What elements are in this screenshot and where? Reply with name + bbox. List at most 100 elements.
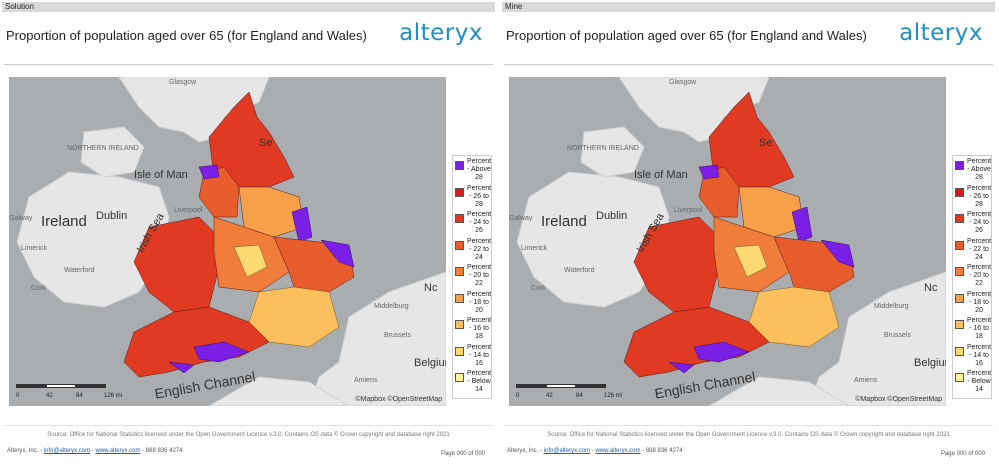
source-note: Source: Office for National Statistics l…	[547, 432, 950, 438]
footer-divider	[504, 425, 993, 426]
northern-ireland-landmass	[580, 126, 645, 178]
footer-phone: - 888 836 4274	[640, 448, 683, 454]
map-label-middelburg: Middelburg	[374, 303, 409, 310]
map-label-waterford: Waterford	[564, 267, 595, 274]
legend-item: Percent - 16 to 18	[454, 317, 492, 344]
legend-item: Percent - 18 to 20	[454, 290, 492, 318]
report-panel-solution: Solution Proportion of population aged o…	[0, 0, 497, 464]
legend-label: Percent - 20 to 22	[466, 264, 492, 287]
region-midlands-core	[233, 244, 268, 278]
region-southwest	[123, 306, 270, 378]
map-canvas	[9, 77, 446, 406]
legend-swatch	[455, 161, 464, 170]
panel-tab[interactable]: Solution	[2, 2, 495, 12]
map-label-cork: Cork	[31, 285, 46, 292]
map-attribution[interactable]: ©Mapbox ©OpenStreetMap	[855, 396, 942, 403]
website-link[interactable]: www.alteryx.com	[95, 448, 141, 454]
map-canvas	[509, 77, 946, 406]
legend-label: Percent - 24 to 26	[966, 211, 992, 234]
legend-label: Percent - 18 to 20	[966, 290, 992, 314]
legend-swatch	[455, 267, 464, 276]
legend-swatch	[455, 214, 464, 223]
map-label-cork: Cork	[531, 285, 546, 292]
map-label-limerick: Limerick	[521, 245, 548, 252]
email-link[interactable]: info@alteryx.com	[43, 448, 91, 454]
legend-swatch	[955, 187, 964, 197]
map-label-ne: Nc	[924, 282, 938, 294]
legend-label: Percent - 16 to 18	[966, 317, 992, 340]
england-wales-regions	[123, 91, 355, 378]
legend-swatch	[455, 320, 464, 329]
map-label-ne: Nc	[424, 282, 438, 294]
legend-item: Percent - Below 14	[954, 370, 992, 397]
scale-label: 42	[46, 393, 53, 399]
map-attribution[interactable]: ©Mapbox ©OpenStreetMap	[355, 396, 442, 403]
region-south-coast	[193, 341, 250, 363]
region-northwest	[198, 166, 240, 218]
legend-swatch	[955, 240, 964, 250]
map-label-brussels: Brussels	[884, 332, 911, 339]
map-label-brussels: Brussels	[384, 332, 411, 339]
legend-label: Percent - Above 28	[466, 158, 492, 181]
title-divider	[504, 64, 993, 65]
map-label-amiens: Amiens	[854, 377, 878, 384]
region-east-coast-south	[320, 239, 355, 268]
legend-item: Percent - 24 to 26	[954, 211, 992, 238]
scale-label: 42	[546, 393, 553, 399]
legend-swatch	[955, 373, 964, 382]
legend-label: Percent - 14 to 16	[966, 343, 992, 367]
map-label-limerick: Limerick	[21, 245, 48, 252]
region-cornwall	[668, 361, 695, 374]
footer-divider	[4, 425, 493, 426]
region-midlands-core	[733, 244, 768, 278]
map-legend: Percent - Above 28 Percent - 26 to 28 Pe…	[952, 155, 992, 399]
legend-item: Percent - Above 28	[954, 158, 991, 185]
map-scale-bar: 0 42 84 126 mi	[16, 384, 126, 399]
region-northwest	[698, 166, 740, 218]
legend-label: Percent - 22 to 24	[466, 237, 492, 261]
england-wales-regions	[623, 91, 855, 378]
legend-label: Percent - Below 14	[966, 370, 992, 393]
legend-label: Percent - 16 to 18	[466, 317, 492, 340]
choropleth-map[interactable]: Glasgow NORTHERN IRELAND Isle of Man Ire…	[9, 77, 446, 406]
email-link[interactable]: info@alteryx.com	[543, 448, 591, 454]
map-label-ireland: Ireland	[541, 213, 587, 230]
region-cornwall	[168, 361, 195, 374]
legend-swatch	[955, 161, 964, 170]
page-number: Page 000 of 000	[940, 451, 985, 457]
map-label-se: Se	[259, 137, 273, 149]
panel-tab[interactable]: Mine	[502, 2, 995, 12]
map-label-middelburg: Middelburg	[874, 303, 909, 310]
region-south-coast	[693, 341, 750, 363]
legend-label: Percent - 26 to 28	[966, 184, 992, 208]
choropleth-map[interactable]: Glasgow NORTHERN IRELAND Isle of Man Ire…	[509, 77, 946, 406]
legend-label: Percent - 18 to 20	[466, 290, 492, 314]
map-label-liverpool: Liverpool	[174, 207, 203, 214]
legend-item: Percent - 20 to 22	[954, 264, 992, 291]
map-label-liverpool: Liverpool	[674, 207, 703, 214]
report-title: Proportion of population aged over 65 (f…	[506, 28, 867, 43]
map-label-belgium: Belgium	[914, 357, 946, 369]
scale-label: 126 mi	[604, 393, 623, 399]
legend-label: Percent - 24 to 26	[466, 211, 492, 234]
europe-landmass	[808, 271, 946, 406]
map-label-se: Se	[759, 137, 773, 149]
legend-item: Percent - 26 to 28	[454, 185, 491, 212]
map-label-galway: Galway	[9, 215, 33, 222]
legend-label: Percent - 20 to 22	[966, 264, 992, 287]
map-label-glasgow: Glasgow	[669, 79, 697, 86]
footer-separator: -	[90, 448, 96, 454]
legend-swatch	[955, 320, 964, 329]
scotland-landmass	[118, 77, 270, 143]
map-label-isle-of-man: Isle of Man	[634, 169, 688, 181]
report-title: Proportion of population aged over 65 (f…	[6, 28, 367, 43]
alteryx-logo: alteryx	[399, 20, 483, 46]
page-number: Page 000 of 000	[440, 451, 485, 457]
footer-company: Alteryx, Inc. -	[7, 448, 44, 454]
map-label-glasgow: Glasgow	[169, 79, 197, 86]
website-link[interactable]: www.alteryx.com	[595, 448, 641, 454]
legend-swatch	[955, 346, 964, 356]
legend-label: Percent - 14 to 16	[466, 343, 492, 367]
map-label-waterford: Waterford	[64, 267, 95, 274]
legend-swatch	[955, 214, 964, 223]
